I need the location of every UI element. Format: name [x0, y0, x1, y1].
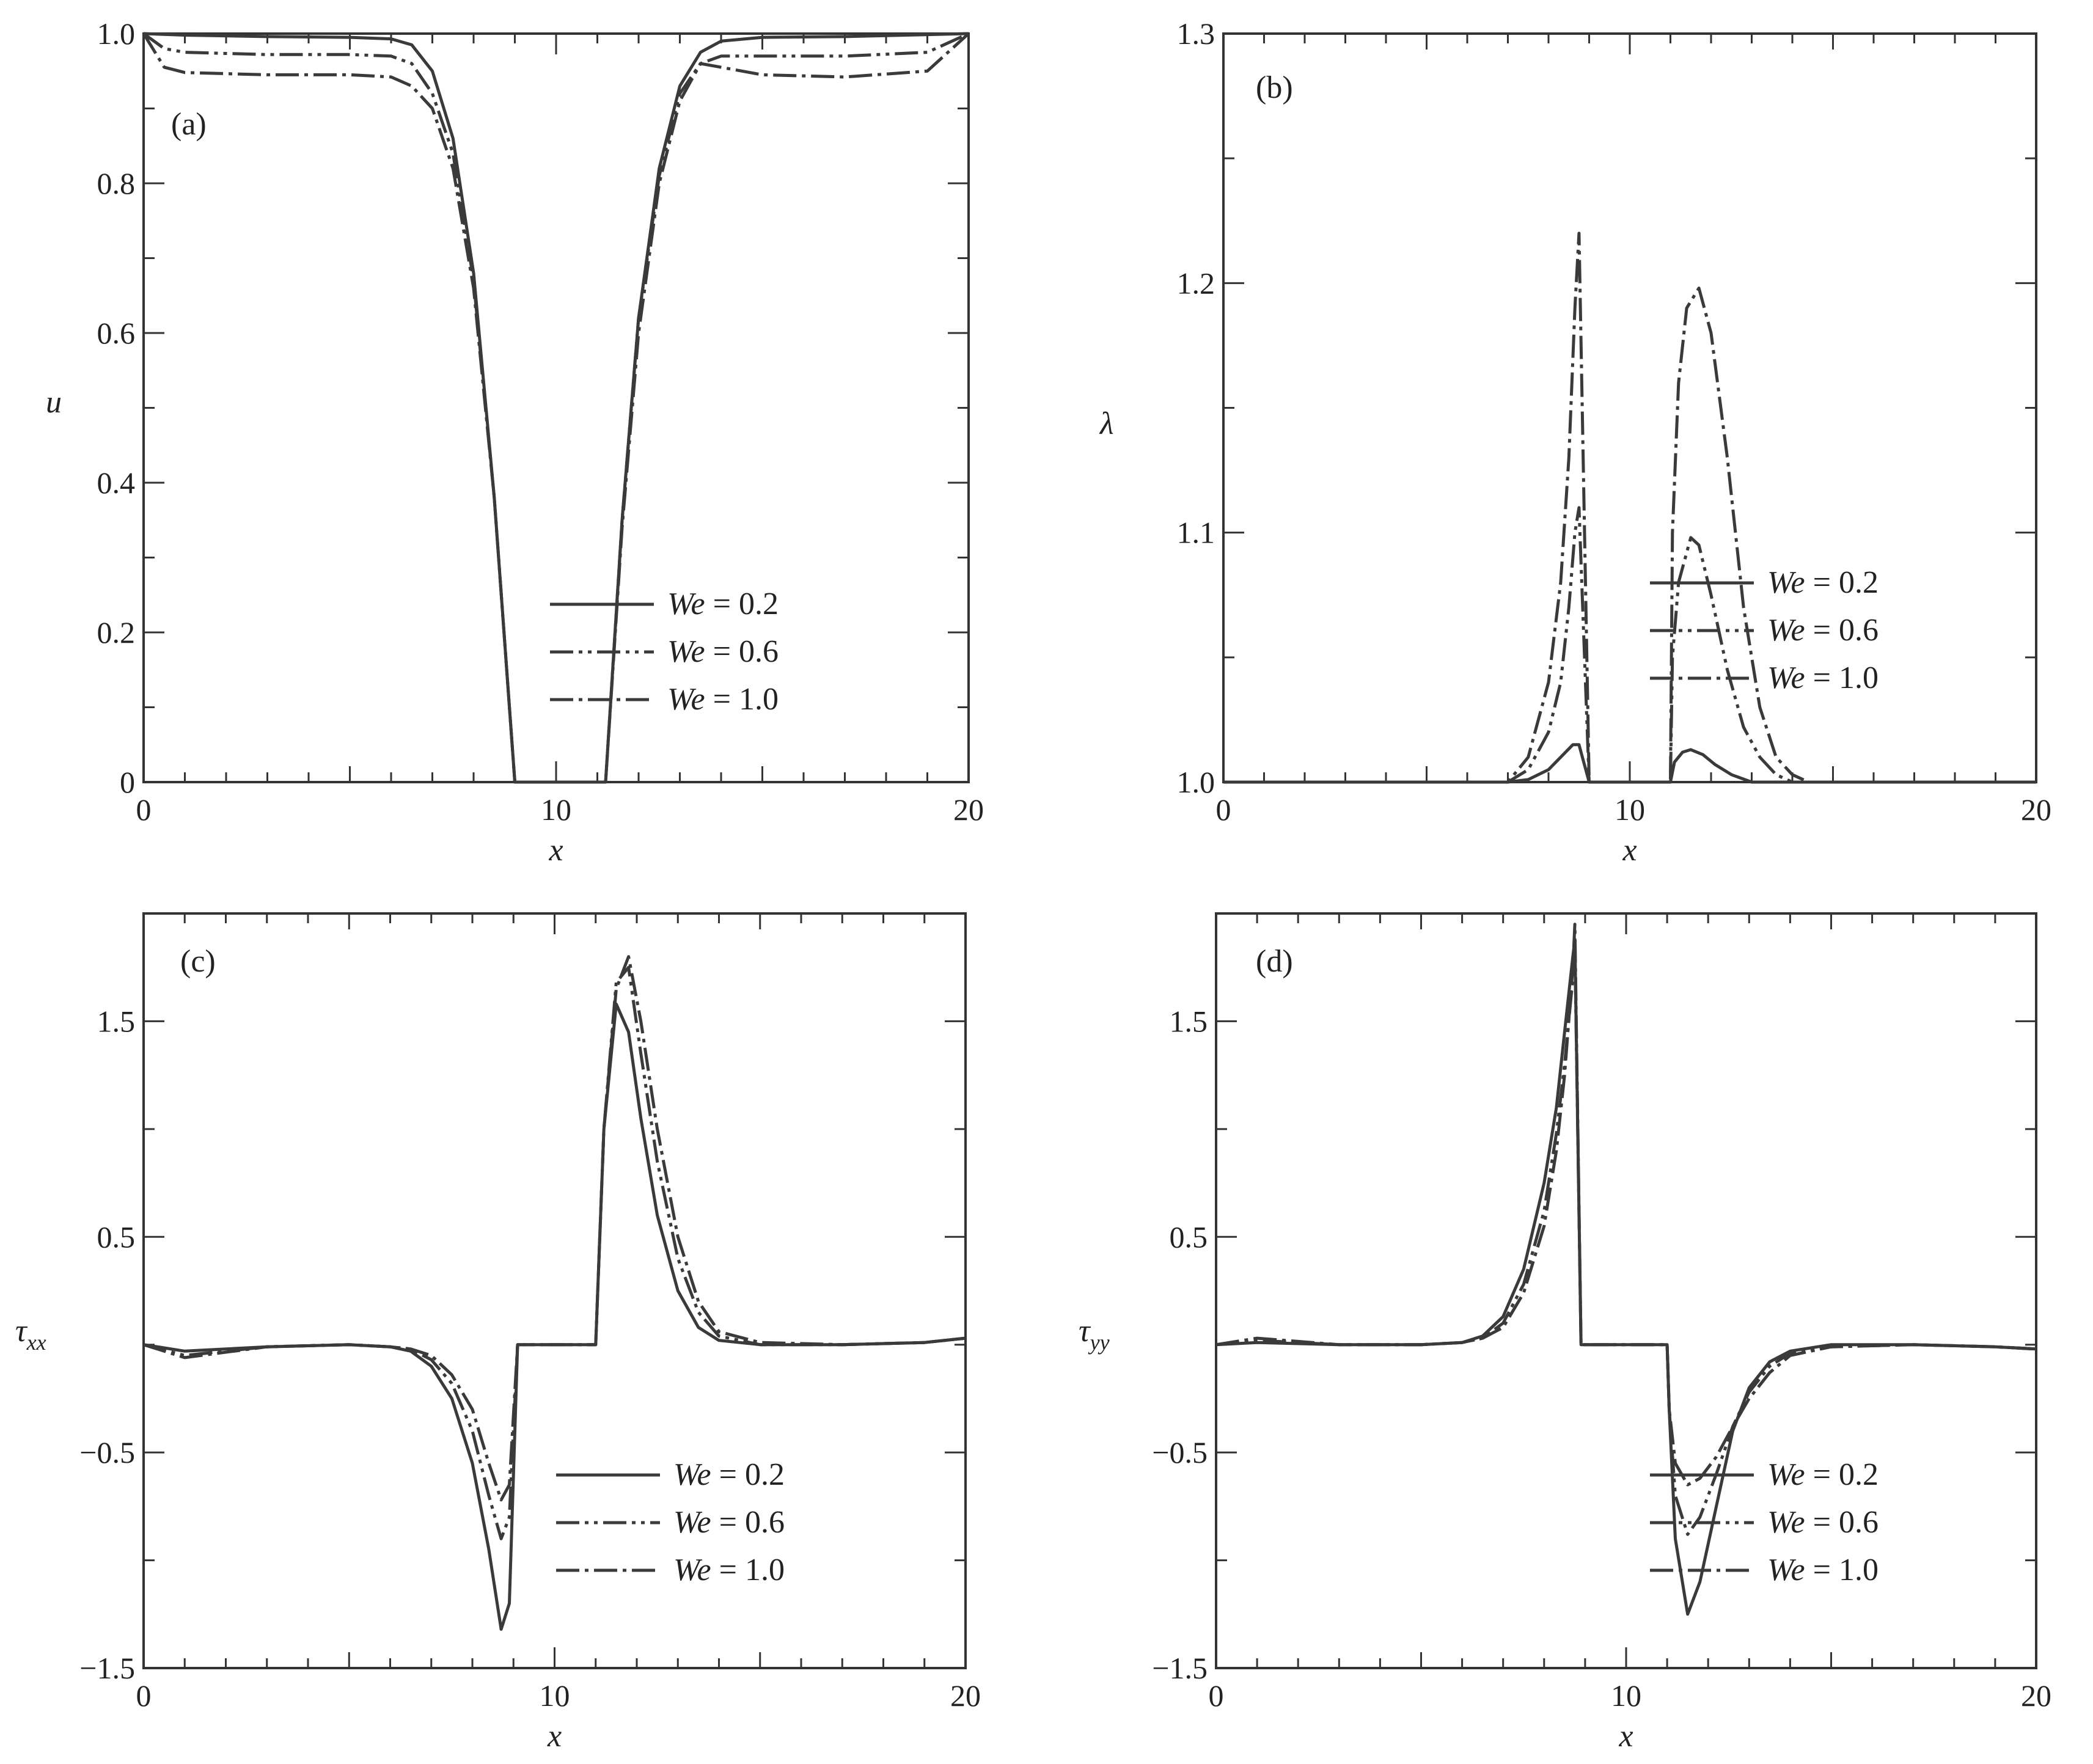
panel-d: 0 10 20 −1.5 −0.5 0.5 1.5 x τyy (d) We = 0.2 We = 0…	[1079, 912, 2051, 1754]
x-axis-label: x	[548, 833, 563, 868]
x-tick-label: 0	[136, 1678, 152, 1713]
legend-label-we-0-6: We = 0.6	[673, 1505, 785, 1540]
series-line-we-0-2	[1215, 937, 2037, 1616]
legend-label-we-0-6: We = 0.6	[667, 634, 779, 669]
y-tick-label: −1.5	[1152, 1651, 1208, 1685]
y-tick-label: 1.5	[97, 1004, 136, 1038]
y-tick-label: 1.2	[1177, 266, 1215, 300]
x-tick-label: 0	[136, 792, 152, 827]
x-axis-label: x	[1618, 1719, 1633, 1754]
series-line-we-1-0	[142, 32, 970, 784]
x-tick-label: 10	[540, 1678, 570, 1713]
y-tick-label: 1.0	[97, 16, 136, 51]
series-line-we-1-0	[1215, 923, 2037, 1487]
legend-label-we-0-2: We = 0.2	[1767, 1457, 1879, 1492]
plot-frame	[1215, 912, 2037, 1669]
y-tick-label: −1.5	[79, 1651, 135, 1685]
series-line-we-0-6	[142, 32, 970, 784]
legend-label-we-1-0: We = 1.0	[1767, 661, 1879, 695]
x-axis-label: x	[547, 1719, 562, 1754]
x-tick-label: 10	[541, 792, 571, 827]
panel-c: 0 10 20 −1.5 −0.5 0.5 1.5 x τxx (c) We = 0.2 We = 0…	[15, 912, 981, 1754]
legend-label-we-1-0: We = 1.0	[667, 682, 779, 717]
series-line-we-0-2	[143, 32, 969, 784]
y-tick-label: 1.0	[1177, 765, 1215, 799]
x-tick-label: 0	[1209, 1678, 1224, 1713]
y-tick-label: 0.8	[97, 166, 136, 200]
y-tick-label: 1.3	[1177, 16, 1215, 51]
y-axis-label: λ	[1099, 406, 1114, 441]
legend-label-we-1-0: We = 1.0	[673, 1553, 785, 1587]
legend-label-we-0-6: We = 0.6	[1767, 1505, 1879, 1540]
y-axis-label: τyy	[1079, 1314, 1110, 1355]
x-axis-label: x	[1622, 833, 1637, 868]
series-line-we-0-6	[143, 965, 966, 1540]
legend-label-we-0-2: We = 0.2	[1767, 565, 1879, 600]
panel-label: (a)	[171, 107, 207, 142]
y-axis-label: u	[46, 385, 62, 420]
x-tick-label: 20	[2021, 1678, 2051, 1713]
y-tick-label: 0	[120, 765, 135, 799]
legend-label-we-0-2: We = 0.2	[667, 587, 779, 621]
series-line-we-1-0	[143, 955, 966, 1502]
legend-label-we-0-2: We = 0.2	[673, 1457, 785, 1492]
y-tick-label: 0.6	[97, 316, 136, 350]
series-line-we-1-0	[1223, 232, 2036, 784]
panel-label: (c)	[180, 944, 216, 979]
series-line-we-0-6	[1223, 506, 2036, 784]
panel-label: (d)	[1256, 944, 1293, 979]
legend-label-we-0-6: We = 0.6	[1767, 613, 1879, 648]
plot-frame	[142, 32, 970, 783]
x-tick-label: 20	[953, 792, 984, 827]
y-tick-label: −0.5	[79, 1435, 135, 1469]
x-tick-label: 20	[950, 1678, 981, 1713]
x-tick-label: 10	[1615, 792, 1645, 827]
legend-label-we-1-0: We = 1.0	[1767, 1553, 1879, 1587]
y-tick-label: 1.1	[1177, 516, 1215, 550]
series-line-we-0-6	[1215, 944, 2037, 1536]
y-tick-label: 0.5	[97, 1220, 136, 1254]
y-tick-label: 0.2	[97, 615, 136, 650]
plot-frame	[1222, 32, 2037, 783]
y-tick-label: 0.4	[97, 466, 136, 500]
y-tick-label: 0.5	[1170, 1220, 1208, 1254]
y-tick-label: 1.5	[1170, 1004, 1208, 1038]
x-tick-label: 20	[2021, 792, 2051, 827]
panel-label: (b)	[1256, 70, 1293, 105]
plot-frame	[142, 912, 967, 1669]
x-tick-label: 10	[1611, 1678, 1641, 1713]
panel-b: 0 10 20 1.0 1.1 1.2 1.3 x λ (b) We = 0.2 We = 0.6 We…	[1099, 16, 2051, 868]
y-axis-label: τxx	[15, 1314, 46, 1355]
y-tick-label: −0.5	[1152, 1435, 1208, 1469]
panel-a: 0 10 20 0 0.2 0.4 0.6 0.8 1.0 x u (a) We = 0.2 We = 0…	[46, 16, 984, 868]
x-tick-label: 0	[1216, 792, 1231, 827]
series-line-we-0-2	[143, 1002, 966, 1631]
